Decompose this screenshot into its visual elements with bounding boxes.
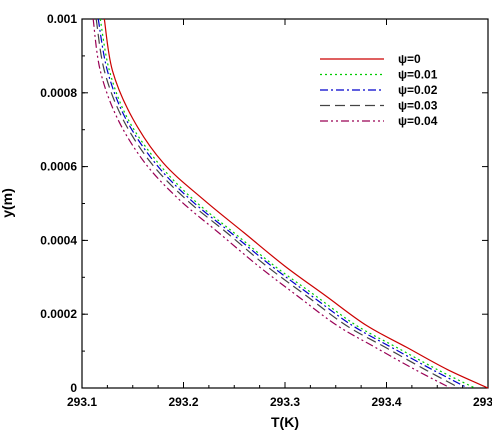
legend-label: ψ=0 (398, 52, 421, 66)
x-tick-label: 293.1 (67, 395, 97, 409)
series-line (95, 18, 460, 389)
x-axis-label: T(K) (271, 414, 299, 430)
x-tick-label: 293.5 (473, 395, 492, 409)
y-tick-label: 0.001 (47, 12, 77, 26)
y-axis-label: y(m) (0, 188, 15, 218)
legend-label: ψ=0.01 (398, 68, 438, 82)
series-line (97, 18, 468, 389)
y-tick-label: 0.0008 (40, 86, 77, 100)
legend-label: ψ=0.02 (398, 83, 438, 97)
series-line (92, 18, 451, 389)
x-tick-label: 293.2 (168, 395, 198, 409)
y-tick-label: 0.0002 (40, 307, 77, 321)
legend-label: ψ=0.03 (398, 99, 438, 113)
y-tick-label: 0.0006 (40, 160, 77, 174)
y-tick-label: 0 (70, 381, 77, 395)
legend-label: ψ=0.04 (398, 114, 438, 128)
x-tick-label: 293.3 (270, 395, 300, 409)
y-tick-label: 0.0004 (40, 233, 77, 247)
x-tick-label: 293.4 (371, 395, 401, 409)
series-line (103, 18, 489, 389)
